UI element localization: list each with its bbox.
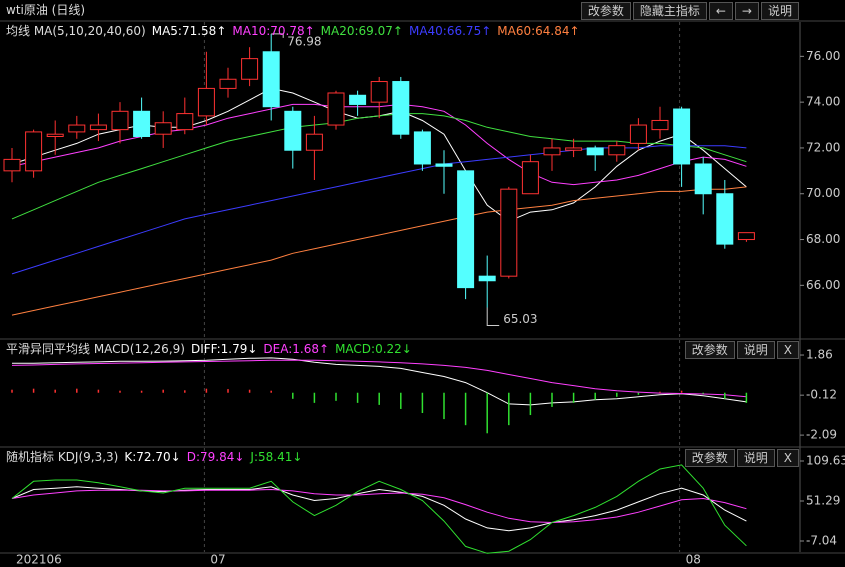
- candle-body: [111, 110, 129, 131]
- candle-body: [25, 131, 43, 172]
- ma-line: [11, 186, 747, 316]
- legend-entry: J:58.41↓: [250, 450, 303, 464]
- candle-body: [327, 92, 345, 126]
- y-tick-label: 68.00: [806, 232, 840, 246]
- candle-body: [435, 163, 453, 167]
- candle-body: [673, 108, 691, 165]
- candle-body: [176, 113, 194, 131]
- indicator-line: [12, 357, 747, 406]
- y-tick-label: 74.00: [806, 95, 840, 109]
- candle-body: [543, 147, 561, 156]
- button[interactable]: 改参数: [684, 449, 735, 467]
- y-tick-label: 1.86: [806, 348, 833, 362]
- legend-entry: K:72.70↓: [124, 450, 181, 464]
- indicator-line: [11, 488, 747, 524]
- pane-buttons: 改参数 说明 X: [684, 449, 799, 467]
- annotation-line: [486, 307, 500, 327]
- candle-body: [89, 124, 107, 131]
- button[interactable]: X: [776, 341, 799, 359]
- chart-title: 随机指标 KDJ(9,3,3): [6, 450, 119, 464]
- y-tick-label: 51.29: [806, 494, 840, 508]
- button[interactable]: 改参数: [684, 341, 735, 359]
- legend: 平滑异同平均线 MACD(12,26,9) DIFF:1.79↓ DEA:1.68↑…: [6, 341, 418, 357]
- indicator-label: 均线 MA(5,10,20,40,60): [6, 24, 146, 38]
- candle-body: [68, 124, 86, 133]
- ma-line: [11, 145, 747, 275]
- y-tick-label: -2.09: [806, 428, 837, 442]
- y-tick-label: 109.63: [806, 454, 845, 468]
- annotation: 65.03: [503, 312, 537, 326]
- button[interactable]: 改参数: [580, 2, 631, 20]
- button[interactable]: 隐藏主指标: [632, 2, 707, 20]
- legend-entry: MA60:64.84↑: [497, 24, 580, 38]
- candle-body: [262, 51, 280, 108]
- candle-body: [521, 161, 539, 195]
- candle-body: [500, 188, 518, 277]
- candle-body: [716, 193, 734, 245]
- header: wti原油 (日线): [6, 2, 91, 18]
- candle-body: [241, 58, 259, 80]
- annotation: 76.98: [287, 34, 321, 48]
- legend-entry: MACD:0.22↓: [335, 342, 412, 356]
- y-tick-label: 72.00: [806, 140, 840, 154]
- candle-body: [349, 94, 367, 105]
- candle-body: [219, 78, 237, 89]
- x-tick-label: 202106: [16, 553, 62, 567]
- candle-body: [46, 133, 64, 137]
- candle-body: [370, 81, 388, 103]
- toolbar: 改参数 隐藏主指标 ← → 说明: [580, 2, 799, 20]
- legend-entry: MA40:66.75↑: [408, 24, 492, 38]
- y-tick-label: -0.12: [806, 388, 837, 402]
- legend-entry: MA20:69.07↑: [320, 24, 403, 38]
- candle-body: [284, 110, 302, 151]
- pane-buttons: 改参数 说明 X: [684, 341, 799, 359]
- candle-body: [457, 170, 475, 289]
- indicator-line: [11, 359, 747, 398]
- legend-entry: D:79.84↓: [186, 450, 245, 464]
- chart-title: 平滑异同平均线 MACD(12,26,9): [6, 342, 185, 356]
- button[interactable]: →: [734, 2, 759, 20]
- candle-body: [629, 124, 647, 144]
- button[interactable]: 说明: [736, 449, 775, 467]
- candle-body: [608, 145, 626, 156]
- legend: 均线 MA(5,10,20,40,60) MA5:71.58↑ MA10:70.78…: [6, 23, 586, 39]
- candle-body: [392, 81, 410, 135]
- legend-entry: DIFF:1.79↓: [190, 342, 258, 356]
- legend: 随机指标 KDJ(9,3,3) K:72.70↓ D:79.84↓ J:58.41↓: [6, 449, 308, 465]
- y-tick-label: 76.00: [806, 49, 840, 63]
- y-tick-label: -7.04: [806, 533, 837, 547]
- candle-body: [197, 87, 215, 117]
- button[interactable]: 说明: [736, 341, 775, 359]
- y-tick-label: 70.00: [806, 186, 840, 200]
- candle-body: [413, 131, 431, 165]
- x-tick-label: 08: [686, 553, 701, 567]
- button[interactable]: 说明: [760, 2, 799, 20]
- candle-body: [133, 110, 151, 137]
- candle-body: [154, 122, 172, 135]
- legend-entry: MA5:71.58↑: [151, 24, 227, 38]
- candle-body: [305, 133, 323, 151]
- candle-body: [3, 158, 21, 172]
- candle-body: [586, 147, 604, 156]
- button[interactable]: ←: [708, 2, 733, 20]
- y-tick-label: 66.00: [806, 278, 840, 292]
- candle-body: [651, 119, 669, 131]
- candle-body: [478, 275, 496, 282]
- indicator-line: [11, 464, 747, 554]
- x-tick-label: 07: [210, 553, 225, 567]
- legend-entry: DEA:1.68↑: [263, 342, 330, 356]
- candle-body: [694, 163, 712, 195]
- candle-body: [565, 147, 583, 151]
- annotation-line: [271, 33, 284, 38]
- chart-title: wti原油 (日线): [6, 3, 86, 17]
- legend-entry: MA10:70.78↑: [232, 24, 315, 38]
- candle-body: [737, 232, 755, 241]
- button[interactable]: X: [776, 449, 799, 467]
